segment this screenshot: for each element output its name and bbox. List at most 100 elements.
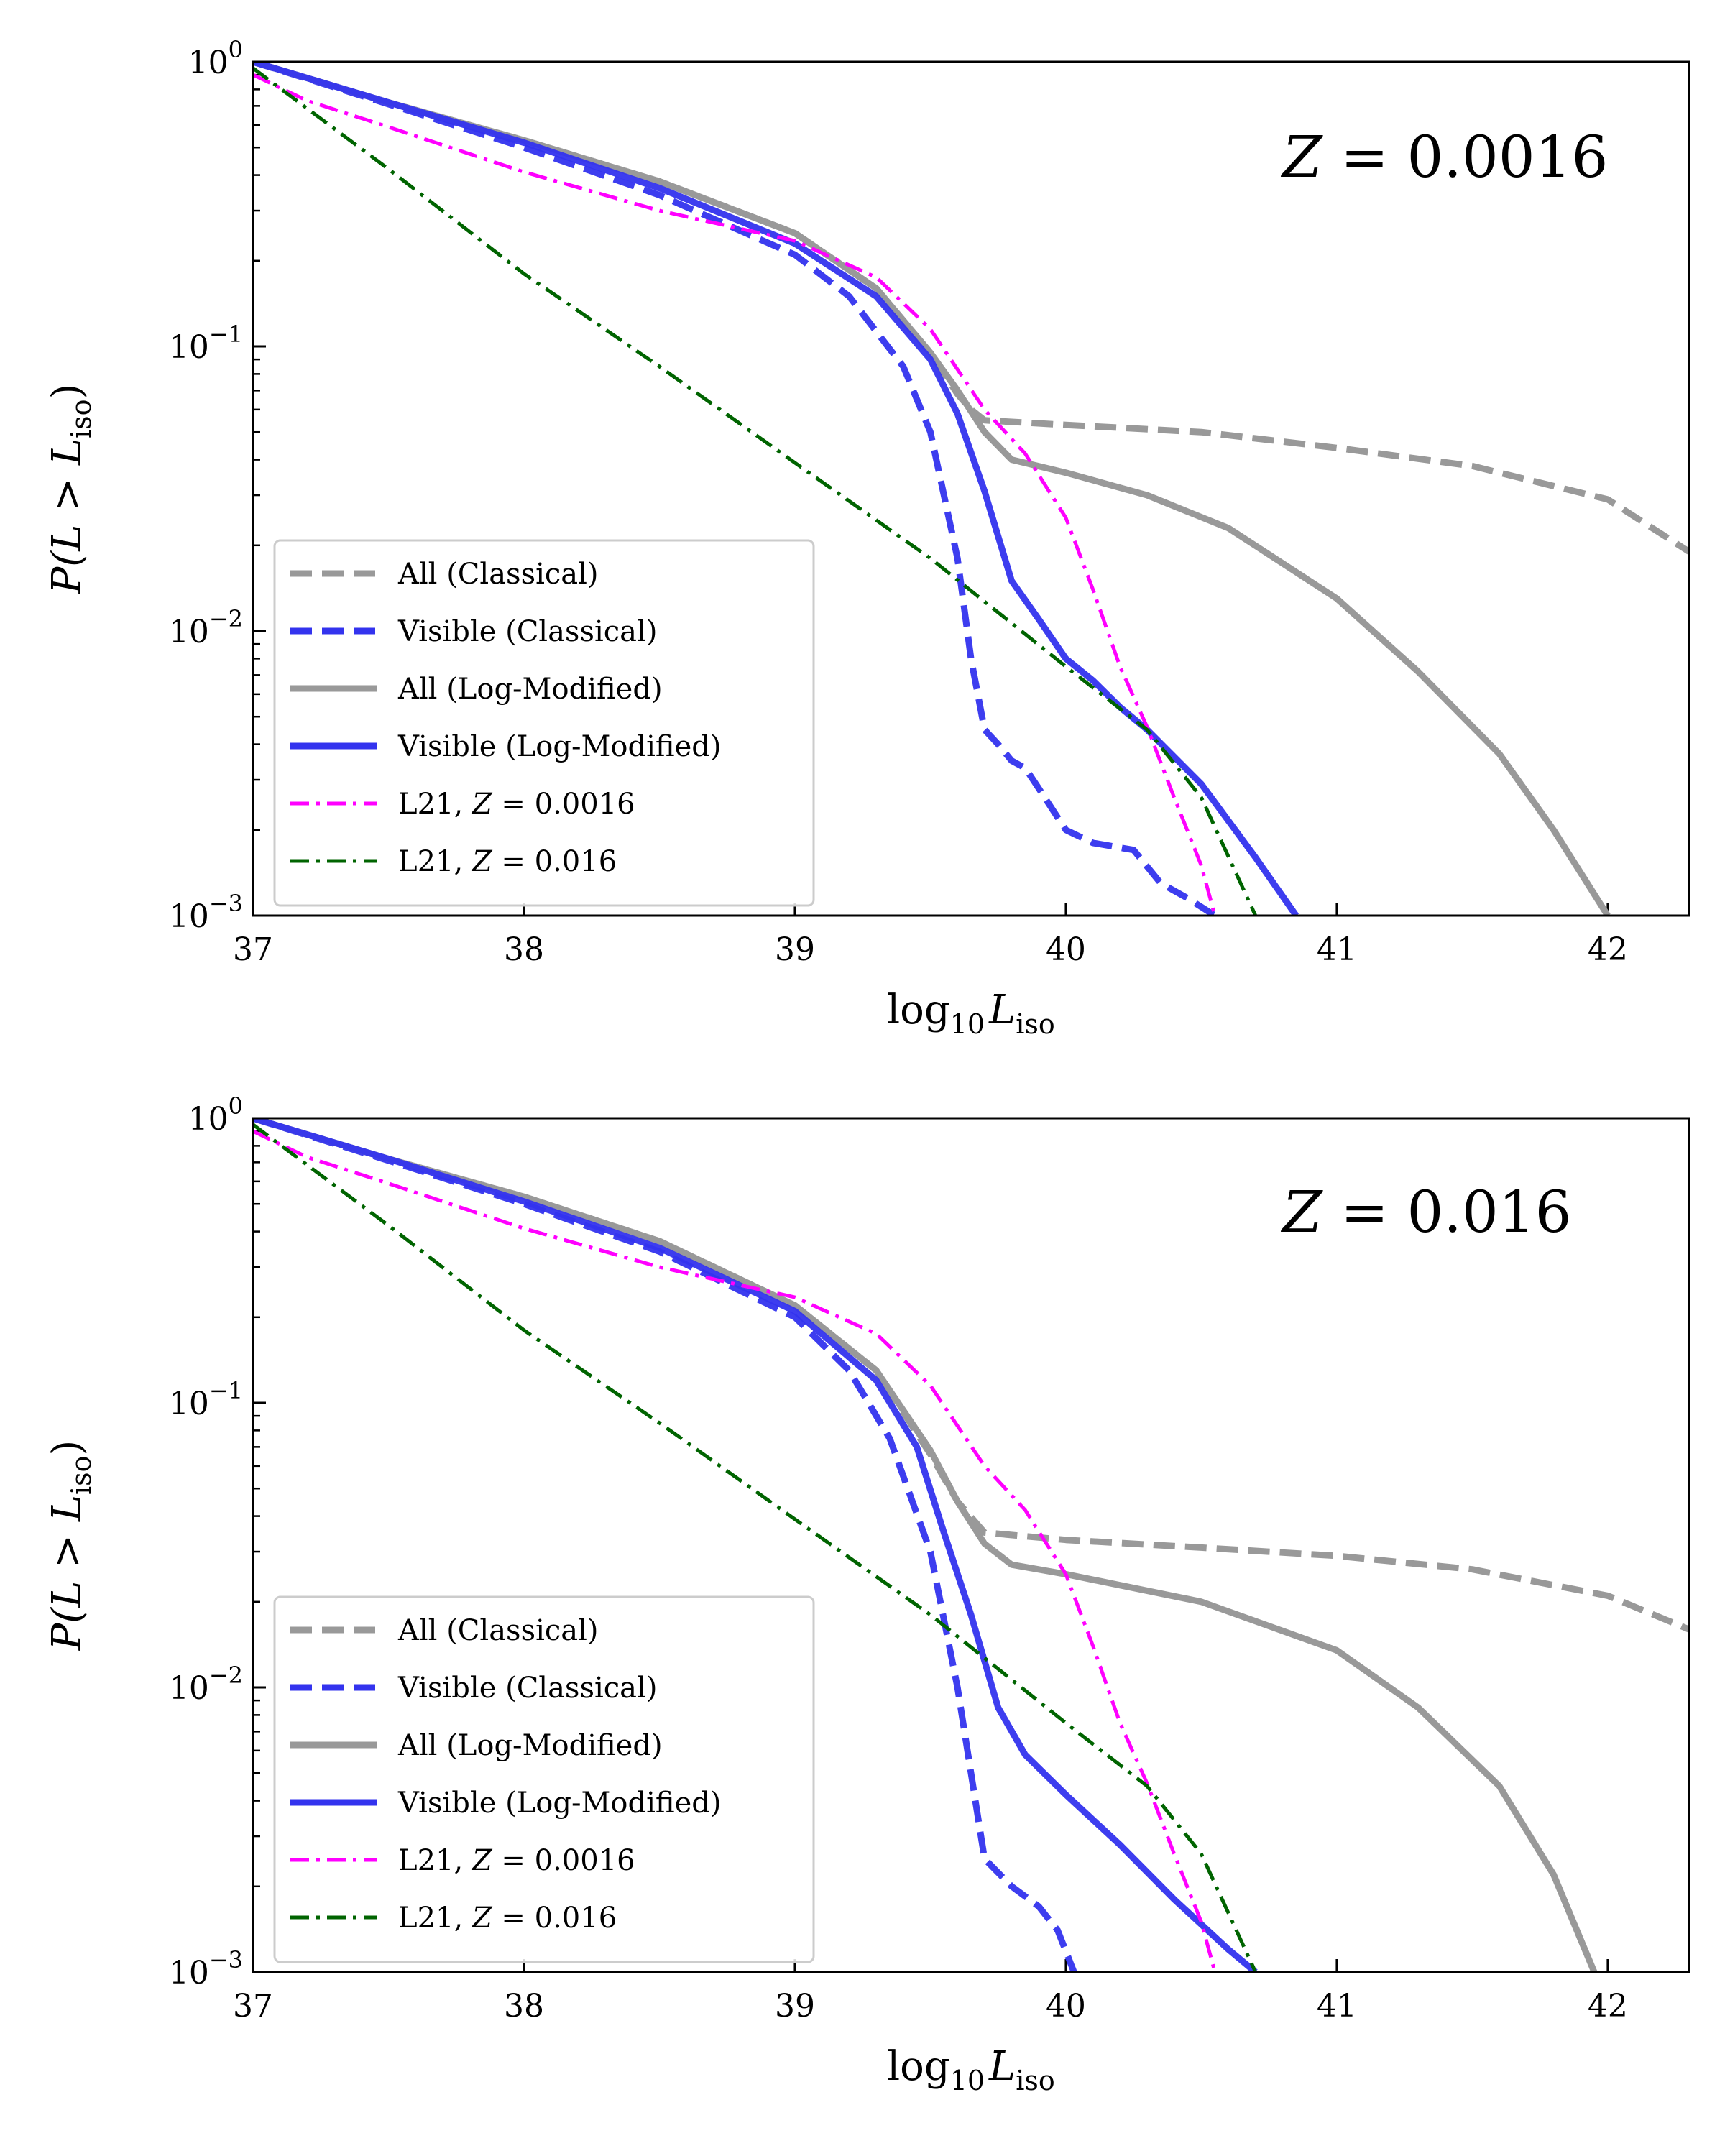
x-tick-label: 42 xyxy=(1588,931,1628,968)
x-tick-label: 38 xyxy=(504,931,544,968)
x-tick-label: 42 xyxy=(1588,1988,1628,2024)
series-line-l21-z-0-0016 xyxy=(253,73,1217,916)
y-tick-exponent: −3 xyxy=(209,1946,243,1973)
x-label-sub: 10 xyxy=(950,1008,985,1040)
x-tick-label: 38 xyxy=(504,1988,544,2024)
legend-entry: All (Classical) xyxy=(397,1614,599,1647)
y-tick-label: 10−1 xyxy=(169,1377,243,1422)
x-tick-label: 37 xyxy=(233,931,273,968)
x-tick-label: 41 xyxy=(1317,1988,1357,2024)
y-axis-label: P(L > Liso) xyxy=(44,384,97,595)
legend-entry: L21, Z = 0.016 xyxy=(398,1902,617,1935)
x-axis-label: log10 Liso xyxy=(887,2043,1055,2096)
legend-entry: All (Log-Modified) xyxy=(397,1729,663,1762)
x-tick-label: 39 xyxy=(775,931,815,968)
legend-entry-value: = 0.016 xyxy=(492,1902,617,1935)
x-tick-label: 41 xyxy=(1317,931,1357,968)
legend-entry-value: = 0.0016 xyxy=(492,788,635,821)
y-tick-base: 10 xyxy=(188,1101,229,1138)
series-line-visible-classical- xyxy=(253,62,1217,916)
y-tick-base: 10 xyxy=(188,45,229,81)
y-tick-label: 10−2 xyxy=(169,1662,243,1707)
y-tick-exponent: −2 xyxy=(209,1662,243,1689)
annotation-var: Z xyxy=(1280,1179,1323,1245)
legend-entry-var: Z xyxy=(471,1902,493,1935)
legend-box xyxy=(273,1595,815,1963)
y-label-sub: iso xyxy=(65,1455,97,1495)
y-label-main: P(L > L xyxy=(44,438,91,594)
y-tick-exponent: −1 xyxy=(209,321,243,348)
y-label-main: P(L > L xyxy=(44,1495,91,1651)
panel-annotation: Z = 0.016 xyxy=(1280,1179,1572,1245)
legend-box xyxy=(273,539,815,907)
legend: All (Classical) Visible (Classical) All (L… xyxy=(273,1595,815,1963)
legend-entry-value: = 0.0016 xyxy=(492,1844,635,1877)
panel-annotation: Z = 0.0016 xyxy=(1280,124,1608,190)
legend: All (Classical) Visible (Classical) All (L… xyxy=(273,539,815,907)
y-tick-label: 10−1 xyxy=(169,321,243,366)
y-tick-base: 10 xyxy=(169,1386,209,1422)
series-line-all-log-modified- xyxy=(253,62,1611,916)
y-tick-label: 100 xyxy=(188,1092,243,1138)
legend-entry: L21, Z = 0.0016 xyxy=(398,1844,635,1877)
legend-entry-prefix: L21, xyxy=(398,1902,472,1935)
y-tick-base: 10 xyxy=(169,1955,209,1991)
legend-entry: All (Log-Modified) xyxy=(397,673,663,706)
y-tick-base: 10 xyxy=(169,614,209,650)
plot-frame xyxy=(252,1117,1690,1973)
legend-entry-prefix: L21, xyxy=(398,845,472,878)
annotation-value: = 0.016 xyxy=(1322,1179,1572,1245)
y-label-close: ) xyxy=(44,1440,91,1456)
x-label-sub: 10 xyxy=(950,2065,985,2096)
y-axis-label: P(L > Liso) xyxy=(44,1440,97,1651)
series-line-all-log-modified- xyxy=(253,1118,1598,1972)
series-line-l21-z-0-0016 xyxy=(253,1129,1217,1972)
legend-entry: L21, Z = 0.016 xyxy=(398,845,617,878)
legend-entry: Visible (Log-Modified) xyxy=(397,730,721,763)
legend-entry: Visible (Log-Modified) xyxy=(397,1787,721,1820)
x-label-base: log xyxy=(887,987,949,1033)
series-lines xyxy=(253,1118,1689,1972)
y-tick-label: 100 xyxy=(188,36,243,81)
y-tick-exponent: −2 xyxy=(209,605,243,632)
y-tick-base: 10 xyxy=(169,1670,209,1707)
series-line-visible-log-modified- xyxy=(253,1118,1258,1972)
y-tick-base: 10 xyxy=(169,329,209,366)
x-label-var: L xyxy=(988,987,1016,1033)
series-lines xyxy=(253,62,1689,916)
legend-entry: Visible (Classical) xyxy=(397,1672,657,1705)
legend-entry-var: Z xyxy=(471,845,493,878)
y-tick-label: 10−2 xyxy=(169,605,243,650)
x-tick-label: 39 xyxy=(775,1988,815,2024)
legend-entry-prefix: L21, xyxy=(398,1844,472,1877)
series-line-visible-log-modified- xyxy=(253,62,1300,916)
x-tick-label: 40 xyxy=(1046,1988,1086,2024)
annotation-var: Z xyxy=(1280,124,1323,190)
x-tick-label: 37 xyxy=(233,1988,273,2024)
y-tick-exponent: −3 xyxy=(209,890,243,917)
legend-entry-value: = 0.016 xyxy=(492,845,617,878)
legend-entry-var: Z xyxy=(471,788,493,821)
legend-entry-var: Z xyxy=(471,1844,493,1877)
legend-entry: Visible (Classical) xyxy=(397,615,657,648)
x-label-var: L xyxy=(988,2043,1016,2090)
y-tick-label: 10−3 xyxy=(169,890,243,935)
plot-frame xyxy=(252,60,1690,917)
legend-entry: L21, Z = 0.0016 xyxy=(398,788,635,821)
legend-entry: All (Classical) xyxy=(397,558,599,591)
y-tick-exponent: 0 xyxy=(229,1092,243,1120)
y-tick-exponent: 0 xyxy=(229,36,243,63)
y-tick-label: 10−3 xyxy=(169,1946,243,1991)
y-label-close: ) xyxy=(44,384,91,400)
x-tick-label: 40 xyxy=(1046,931,1086,968)
x-label-var-sub: iso xyxy=(1016,2065,1055,2096)
y-tick-base: 10 xyxy=(169,898,209,935)
x-axis-label: log10 Liso xyxy=(887,987,1055,1040)
legend-entry-prefix: L21, xyxy=(398,788,472,821)
y-tick-exponent: −1 xyxy=(209,1377,243,1404)
x-label-base: log xyxy=(887,2043,949,2090)
x-label-var-sub: iso xyxy=(1016,1008,1055,1040)
